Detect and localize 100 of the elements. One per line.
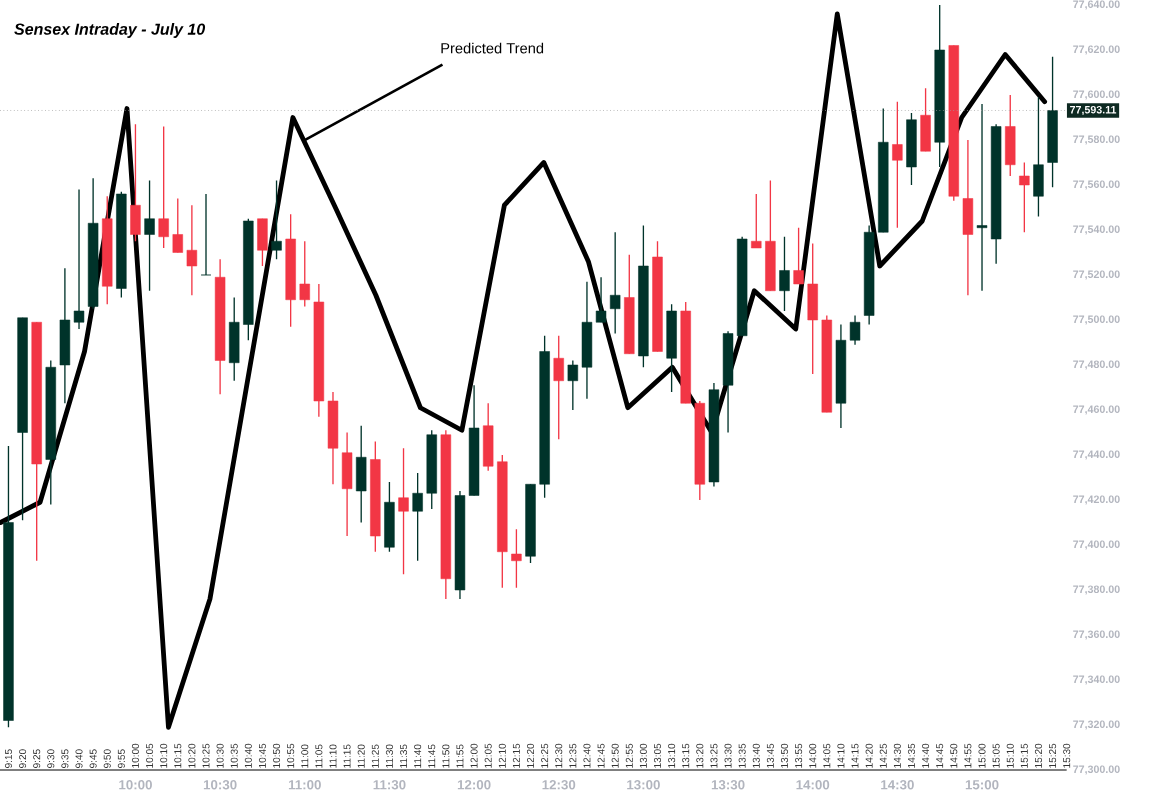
x-tick-label: 14:10 (837, 743, 845, 768)
x-tick-label: 10:15 (174, 743, 182, 768)
y-tick-label: 77,600.00 (1073, 90, 1120, 100)
x-tick-label: 11:25 (371, 744, 379, 768)
x-tick-label: 11:10 (329, 744, 337, 768)
x-tick-label: 15:05 (992, 743, 1000, 768)
x-tick-label: 14:45 (936, 743, 944, 768)
x-tick-label: 13:15 (682, 743, 690, 768)
text: Predicted Trend (441, 42, 544, 54)
x-tick-label: 11:55 (456, 744, 464, 768)
x-tick-label: 10:20 (188, 743, 196, 768)
x-tick-label: 13:50 (780, 743, 789, 768)
x-tick-label: 14:50 (950, 743, 958, 768)
x-tick-label: 11:30 (385, 744, 393, 768)
x-tick-label: 13:20 (696, 743, 704, 768)
y-tick-label: 77,580.00 (1073, 135, 1120, 145)
x-tick-label: 14:35 (907, 743, 916, 768)
candlestick (271, 179, 282, 260)
candlestick (567, 359, 579, 411)
x-tick-label: 13:55 (795, 743, 803, 768)
x2-tick-label: 12:00 (457, 780, 491, 790)
x-tick-label: 11:00 (301, 744, 309, 768)
y-tick-label: 77,480.00 (1073, 360, 1120, 370)
line-series (0, 11, 1048, 730)
y-tick-label: 77,420.00 (1073, 495, 1120, 505)
x-tick-label: 14:20 (865, 743, 873, 768)
x-tick-label: 14:40 (922, 743, 930, 768)
x-tick-label: 10:05 (146, 743, 154, 768)
x-tick-label: 12:35 (569, 743, 577, 768)
x-tick-label: 9:20 (19, 749, 27, 768)
x-tick-label: 13:35 (738, 743, 746, 768)
candlestick (73, 188, 85, 330)
candlestick (398, 447, 409, 575)
candlestick (1019, 161, 1030, 233)
x-tick-label: 13:40 (752, 743, 760, 768)
x2-tick-label: 10:30 (203, 780, 237, 790)
x-tick-label: 10:45 (258, 743, 266, 768)
y-tick-label: 77,360.00 (1073, 630, 1120, 640)
x-tick-label: 11:05 (315, 744, 323, 768)
x2-tick-label: 14:30 (881, 780, 914, 790)
x-tick-label: 10:00 (131, 743, 139, 768)
x-tick-label: 10:55 (287, 743, 295, 768)
x-tick-label: 10:10 (160, 743, 168, 768)
x-tick-label: 13:00 (639, 743, 647, 768)
x-tick-label: 9:15 (4, 749, 13, 768)
x-tick-label: 12:40 (583, 743, 591, 768)
x-tick-label: 11:15 (343, 744, 351, 768)
x-tick-label: 9:45 (89, 749, 97, 768)
x-tick-label: 9:50 (103, 749, 111, 768)
ref-line-label: 77,593.11 (1070, 105, 1117, 116)
candlestick (200, 193, 212, 276)
candlestick (553, 335, 564, 440)
y-tick-label: 77,500.00 (1073, 315, 1120, 325)
x2-tick-label: 11:30 (373, 780, 406, 790)
candlestick (299, 240, 310, 308)
x-tick-label: 9:55 (117, 749, 125, 768)
x-tick-label: 11:50 (442, 744, 450, 768)
candlestick (172, 197, 183, 254)
x-tick-label: 9:25 (33, 749, 41, 768)
x2-tick-label: 14:00 (796, 780, 830, 790)
candlestick (976, 103, 988, 292)
x-tick-label: 9:30 (47, 749, 55, 768)
x-tick-label: 11:20 (357, 744, 365, 768)
candlestick (892, 101, 903, 229)
y-tick-label: 77,320.00 (1073, 720, 1120, 730)
x-tick-label: 12:20 (526, 743, 535, 768)
x-tick-label: 13:45 (766, 743, 774, 768)
x-tick-label: 10:30 (216, 743, 224, 768)
y-tick-label: 77,540.00 (1073, 225, 1120, 235)
y-tick-label: 77,340.00 (1073, 675, 1120, 685)
x-tick-label: 15:30 (1063, 743, 1071, 768)
x-tick-label: 11:45 (428, 744, 436, 768)
x-tick-label: 9:35 (61, 749, 69, 768)
x-tick-label: 12:00 (470, 743, 478, 768)
x2-tick-label: 10:00 (119, 780, 152, 790)
x-tick-label: 12:05 (484, 743, 492, 768)
x2-tick-label: 13:30 (711, 780, 745, 790)
y-tick-label: 77,620.00 (1073, 45, 1120, 55)
x2-tick-label: 15:00 (965, 780, 999, 790)
candlestick (849, 314, 861, 346)
candlestick (595, 276, 607, 323)
x-tick-label: 13:30 (724, 743, 732, 768)
x2-tick-label: 11:00 (288, 780, 321, 790)
x-tick-label: 13:10 (668, 743, 676, 768)
x2-tick-label: 12:30 (542, 780, 576, 790)
x-tick-label: 15:10 (1006, 743, 1014, 768)
x-tick-label: 12:25 (541, 743, 549, 768)
y-tick-label: 77,560.00 (1073, 180, 1120, 190)
candlestick (793, 227, 804, 285)
x-tick-label: 14:00 (809, 743, 817, 768)
x-tick-label: 13:05 (653, 743, 662, 768)
x-tick-label: 11:40 (414, 744, 422, 768)
y-tick-label: 77,380.00 (1073, 585, 1120, 595)
x-tick-label: 14:05 (823, 743, 831, 768)
text: Sensex Intraday - July 10 (14, 23, 206, 38)
x-tick-label: 12:45 (597, 743, 605, 768)
x-tick-label: 10:25 (202, 743, 210, 768)
x-tick-label: 14:30 (893, 743, 901, 768)
x-tick-label: 14:25 (879, 743, 887, 768)
x-tick-label: 12:50 (611, 743, 619, 768)
